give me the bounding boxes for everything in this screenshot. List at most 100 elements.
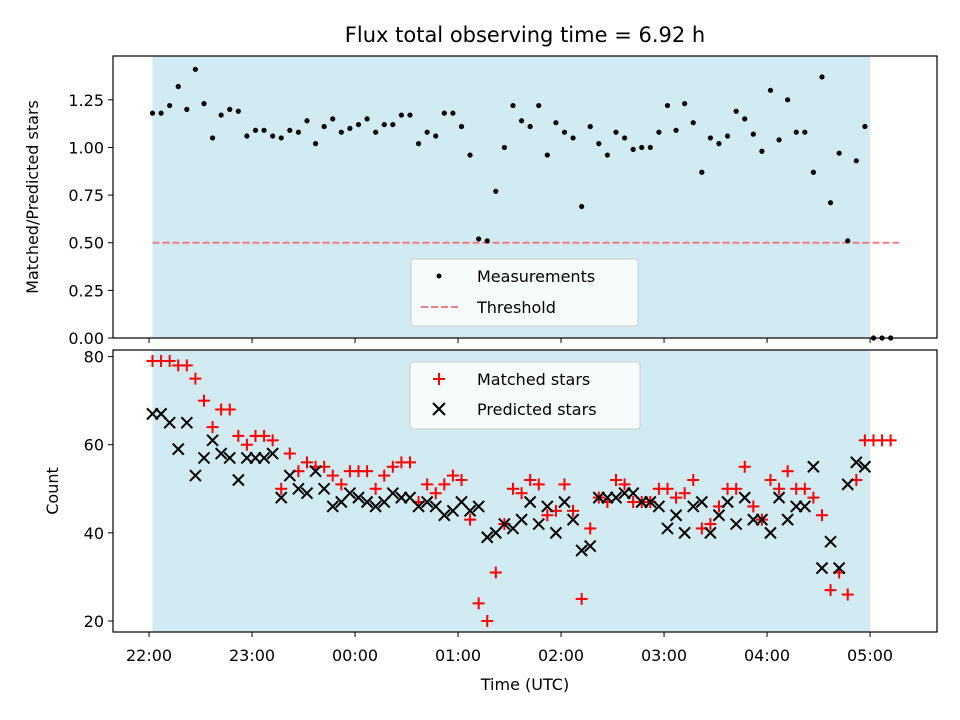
- measurement-point: [295, 129, 301, 135]
- predicted-star-point: [575, 544, 588, 557]
- x-stroke-b: [609, 491, 623, 504]
- measurement-point: [630, 146, 636, 152]
- measurement-point: [167, 102, 173, 109]
- predicted-star-point: [566, 513, 580, 526]
- measurement-point: [604, 152, 611, 158]
- matched-star-point: [240, 438, 253, 451]
- y-tick-label: 0.75: [68, 186, 104, 205]
- bottom-legend-box: [409, 361, 641, 430]
- x-stroke-b: [661, 522, 674, 535]
- x-stroke-b: [197, 451, 211, 465]
- x-stroke-b: [214, 447, 228, 460]
- predicted-star-point: [438, 509, 451, 522]
- x-stroke-b: [283, 469, 297, 482]
- matched-star-point: [567, 504, 580, 517]
- y-tick-label: 20: [84, 612, 104, 631]
- x-stroke-b: [549, 526, 563, 540]
- matched-star-point: [764, 473, 777, 486]
- y-tick-label: 1.25: [68, 91, 104, 110]
- y-tick-label: 60: [84, 436, 104, 455]
- predicted-star-point: [729, 517, 743, 531]
- x-tick-label: 22:00: [126, 646, 172, 665]
- y-tick-label: 0.25: [68, 281, 104, 300]
- measurement-point: [845, 238, 851, 244]
- matched-star-point: [773, 482, 786, 495]
- matched-star-point: [275, 482, 288, 495]
- measurement-point: [647, 144, 653, 151]
- x-stroke-b: [232, 473, 245, 487]
- matched-star-point: [386, 460, 399, 473]
- y-tick-label: 1.00: [68, 138, 104, 157]
- predicted-star-point: [781, 513, 794, 526]
- predicted-star-point: [850, 456, 863, 469]
- x-stroke-b: [180, 416, 194, 429]
- predicted-stars-points: [146, 407, 872, 575]
- matched-star-point: [687, 473, 700, 486]
- x-stroke-b: [712, 509, 726, 522]
- x-stroke-b: [438, 509, 451, 522]
- measurement-point: [596, 141, 602, 147]
- predicted-star-point: [275, 491, 288, 504]
- measurement-point: [785, 97, 791, 103]
- predicted-star-point: [558, 495, 571, 509]
- measurement-point: [261, 127, 267, 133]
- predicted-star-point: [463, 504, 477, 518]
- x-stroke-b: [532, 517, 545, 531]
- x-stroke-b: [429, 500, 442, 513]
- x-stroke-b: [317, 482, 331, 496]
- measurement-point: [450, 110, 456, 116]
- predicted-star-point: [360, 495, 374, 509]
- x-tick-label: 00:00: [332, 646, 378, 665]
- x-stroke-b: [343, 486, 357, 500]
- matched-star-point: [807, 491, 820, 504]
- predicted-star-point: [386, 486, 400, 500]
- x-stroke-b: [729, 517, 743, 531]
- measurement-point: [149, 110, 156, 116]
- matched-star-point: [258, 429, 271, 442]
- matched-star-point: [489, 566, 502, 579]
- measurement-point: [458, 123, 465, 130]
- predicted-star-point: [369, 500, 382, 513]
- matched-star-point: [446, 469, 459, 482]
- x-stroke-b: [678, 526, 691, 540]
- bottom-y-axis-label: Count: [43, 467, 62, 515]
- predicted-star-point: [180, 416, 194, 429]
- x-stroke-b: [523, 495, 537, 509]
- predicted-star-point: [481, 531, 494, 544]
- top-y-axis-label: Matched/Predicted stars: [23, 100, 42, 294]
- predicted-star-point: [420, 495, 434, 509]
- x-tick-label: 05:00: [847, 646, 893, 665]
- top-legend: Measurements Threshold: [410, 258, 639, 327]
- measurement-point: [338, 129, 344, 135]
- measurement-point: [862, 123, 868, 130]
- bottom-legend: Matched stars Predicted stars: [409, 361, 641, 430]
- measurement-point: [518, 118, 525, 124]
- matched-star-point: [163, 355, 176, 368]
- predicted-star-point: [541, 500, 554, 513]
- predicted-star-point: [798, 500, 812, 513]
- measurement-point: [424, 129, 430, 135]
- predicted-star-point: [523, 495, 537, 509]
- x-stroke-b: [575, 544, 588, 557]
- predicted-star-point: [549, 526, 563, 540]
- predicted-star-point: [807, 460, 820, 473]
- predicted-star-point: [772, 491, 786, 504]
- measurement-point: [209, 135, 216, 141]
- predicted-star-point: [609, 491, 623, 504]
- y-tick-label: 0.50: [68, 234, 104, 253]
- measurement-point: [733, 108, 739, 114]
- matched-star-point: [223, 403, 236, 416]
- measurement-point: [158, 110, 164, 116]
- matched-star-point: [678, 487, 691, 500]
- x-stroke-b: [412, 500, 425, 513]
- matched-star-point: [609, 473, 622, 486]
- measurement-point: [270, 133, 276, 139]
- legend-label-matched: Matched stars: [477, 370, 590, 389]
- x-stroke-b: [472, 500, 485, 513]
- x-tick-label: 02:00: [538, 646, 584, 665]
- legend-marker-plus: [433, 373, 445, 385]
- matched-star-point: [378, 469, 391, 482]
- measurement-point: [476, 236, 482, 242]
- measurement-point: [184, 106, 190, 112]
- x-stroke-b: [515, 513, 528, 526]
